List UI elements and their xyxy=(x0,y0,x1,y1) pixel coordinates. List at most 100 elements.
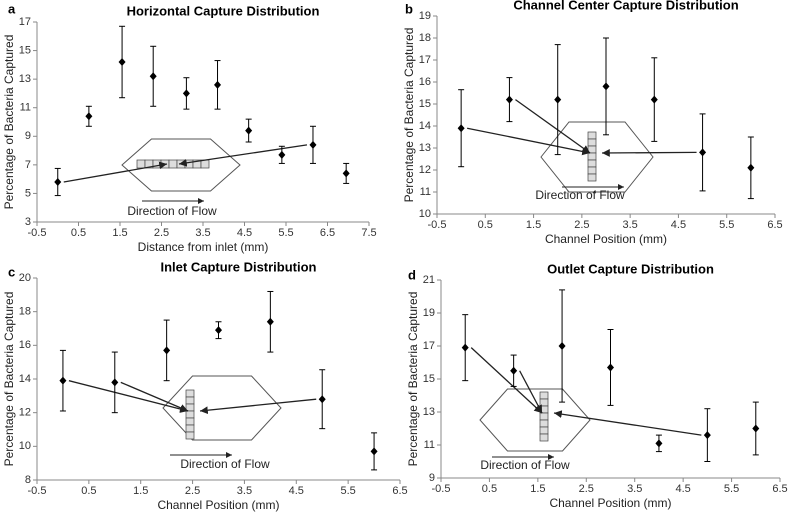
capture-cell xyxy=(587,138,597,147)
flow-label: Direction of Flow xyxy=(127,204,217,218)
x-tick-label: 5.5 xyxy=(340,485,355,497)
callout-arrow xyxy=(68,380,189,413)
panel-label: c xyxy=(8,264,15,279)
data-point xyxy=(558,342,566,350)
y-tick-label: 13 xyxy=(423,406,435,418)
capture-cell xyxy=(168,159,178,169)
x-tick-label: 6.5 xyxy=(392,485,407,497)
flow-label: Direction of Flow xyxy=(535,188,625,202)
x-axis-title: Channel Position (mm) xyxy=(157,498,279,512)
capture-cell xyxy=(185,417,195,426)
x-tick-label: 2.5 xyxy=(154,227,169,239)
x-tick-label: 2.5 xyxy=(185,485,200,497)
data-point xyxy=(59,376,67,385)
capture-cell xyxy=(539,412,549,421)
data-point xyxy=(342,169,350,178)
panel-label: b xyxy=(405,1,413,16)
x-tick-label: 0.5 xyxy=(81,485,96,497)
data-point xyxy=(182,89,190,98)
data-point xyxy=(602,82,610,91)
x-tick-label: 1.5 xyxy=(112,227,127,239)
y-tick-label: 14 xyxy=(419,120,431,132)
y-tick-label: 18 xyxy=(19,306,31,318)
x-tick-label: -0.5 xyxy=(428,219,447,231)
y-tick-label: 21 xyxy=(423,274,435,286)
data-point xyxy=(747,163,755,172)
y-axis-title: Percentage of Bacteria Captured xyxy=(2,35,16,210)
x-tick-label: 1.5 xyxy=(530,483,545,495)
panel-label: d xyxy=(408,267,416,282)
x-tick-label: -0.5 xyxy=(432,483,451,495)
x-tick-label: 4.5 xyxy=(671,219,686,231)
x-tick-label: 3.5 xyxy=(622,219,637,231)
data-point xyxy=(457,124,465,133)
x-tick-label: 6.5 xyxy=(767,219,782,231)
y-tick-label: 13 xyxy=(419,142,431,154)
y-tick-label: 5 xyxy=(25,187,31,199)
data-point xyxy=(54,178,62,186)
callout-arrow xyxy=(519,370,543,414)
capture-cell xyxy=(539,426,549,435)
x-tick-label: 2.5 xyxy=(579,483,594,495)
x-tick-label: 1.5 xyxy=(526,219,541,231)
flow-label: Direction of Flow xyxy=(180,457,270,471)
data-point xyxy=(752,424,760,433)
x-tick-label: 3.5 xyxy=(195,227,210,239)
y-axis-title: Percentage of Bacteria Captured xyxy=(2,292,16,467)
callout-arrow xyxy=(199,398,317,415)
callout-arrow xyxy=(178,144,308,167)
y-tick-label: 20 xyxy=(19,272,31,284)
data-point xyxy=(118,58,126,66)
callout-arrow xyxy=(467,127,591,156)
y-tick-label: 18 xyxy=(419,32,431,44)
capture-cell xyxy=(185,410,195,419)
x-tick-label: 0.5 xyxy=(478,219,493,231)
data-point xyxy=(607,363,614,372)
data-point xyxy=(245,126,253,135)
data-point xyxy=(215,326,222,335)
y-tick-label: 9 xyxy=(25,130,31,142)
y-tick-label: 19 xyxy=(423,307,435,319)
chart-title: Horizontal Capture Distribution xyxy=(127,3,320,18)
flow-label: Direction of Flow xyxy=(480,458,570,472)
data-point xyxy=(650,95,658,104)
capture-cell xyxy=(539,398,549,407)
capture-cell xyxy=(587,173,597,182)
capture-cell xyxy=(539,433,549,442)
y-tick-label: 13 xyxy=(19,73,31,85)
y-tick-label: 15 xyxy=(423,373,435,385)
y-tick-label: 17 xyxy=(19,16,31,28)
capture-cell xyxy=(539,419,549,428)
data-point xyxy=(510,366,518,375)
x-tick-label: 5.5 xyxy=(724,483,739,495)
device-outline xyxy=(479,388,591,452)
chart-title: Channel Center Capture Distribution xyxy=(513,0,738,12)
capture-cell xyxy=(587,166,597,175)
y-tick-label: 11 xyxy=(420,186,431,198)
data-point xyxy=(699,148,707,157)
x-tick-label: 5.5 xyxy=(278,227,293,239)
y-tick-label: 11 xyxy=(424,439,435,451)
capture-cell xyxy=(539,391,549,400)
capture-cell xyxy=(185,389,195,398)
callout-arrow xyxy=(63,161,168,183)
data-point xyxy=(266,317,274,326)
y-tick-label: 3 xyxy=(25,216,31,228)
data-point xyxy=(655,439,663,448)
x-tick-label: 5.5 xyxy=(719,219,734,231)
capture-cell xyxy=(185,403,195,412)
callout-arrow xyxy=(470,347,543,414)
y-tick-label: 9 xyxy=(429,472,435,484)
x-tick-label: 6.5 xyxy=(772,483,787,495)
capture-cell xyxy=(200,159,210,169)
data-point xyxy=(461,343,469,352)
panel-label: a xyxy=(8,1,16,16)
y-tick-label: 15 xyxy=(419,98,431,110)
data-point xyxy=(278,150,286,159)
x-tick-label: 3.5 xyxy=(237,485,252,497)
x-tick-label: 2.5 xyxy=(574,219,589,231)
y-tick-label: 17 xyxy=(419,54,431,66)
capture-cell xyxy=(136,159,146,169)
x-tick-label: 6.5 xyxy=(320,227,335,239)
